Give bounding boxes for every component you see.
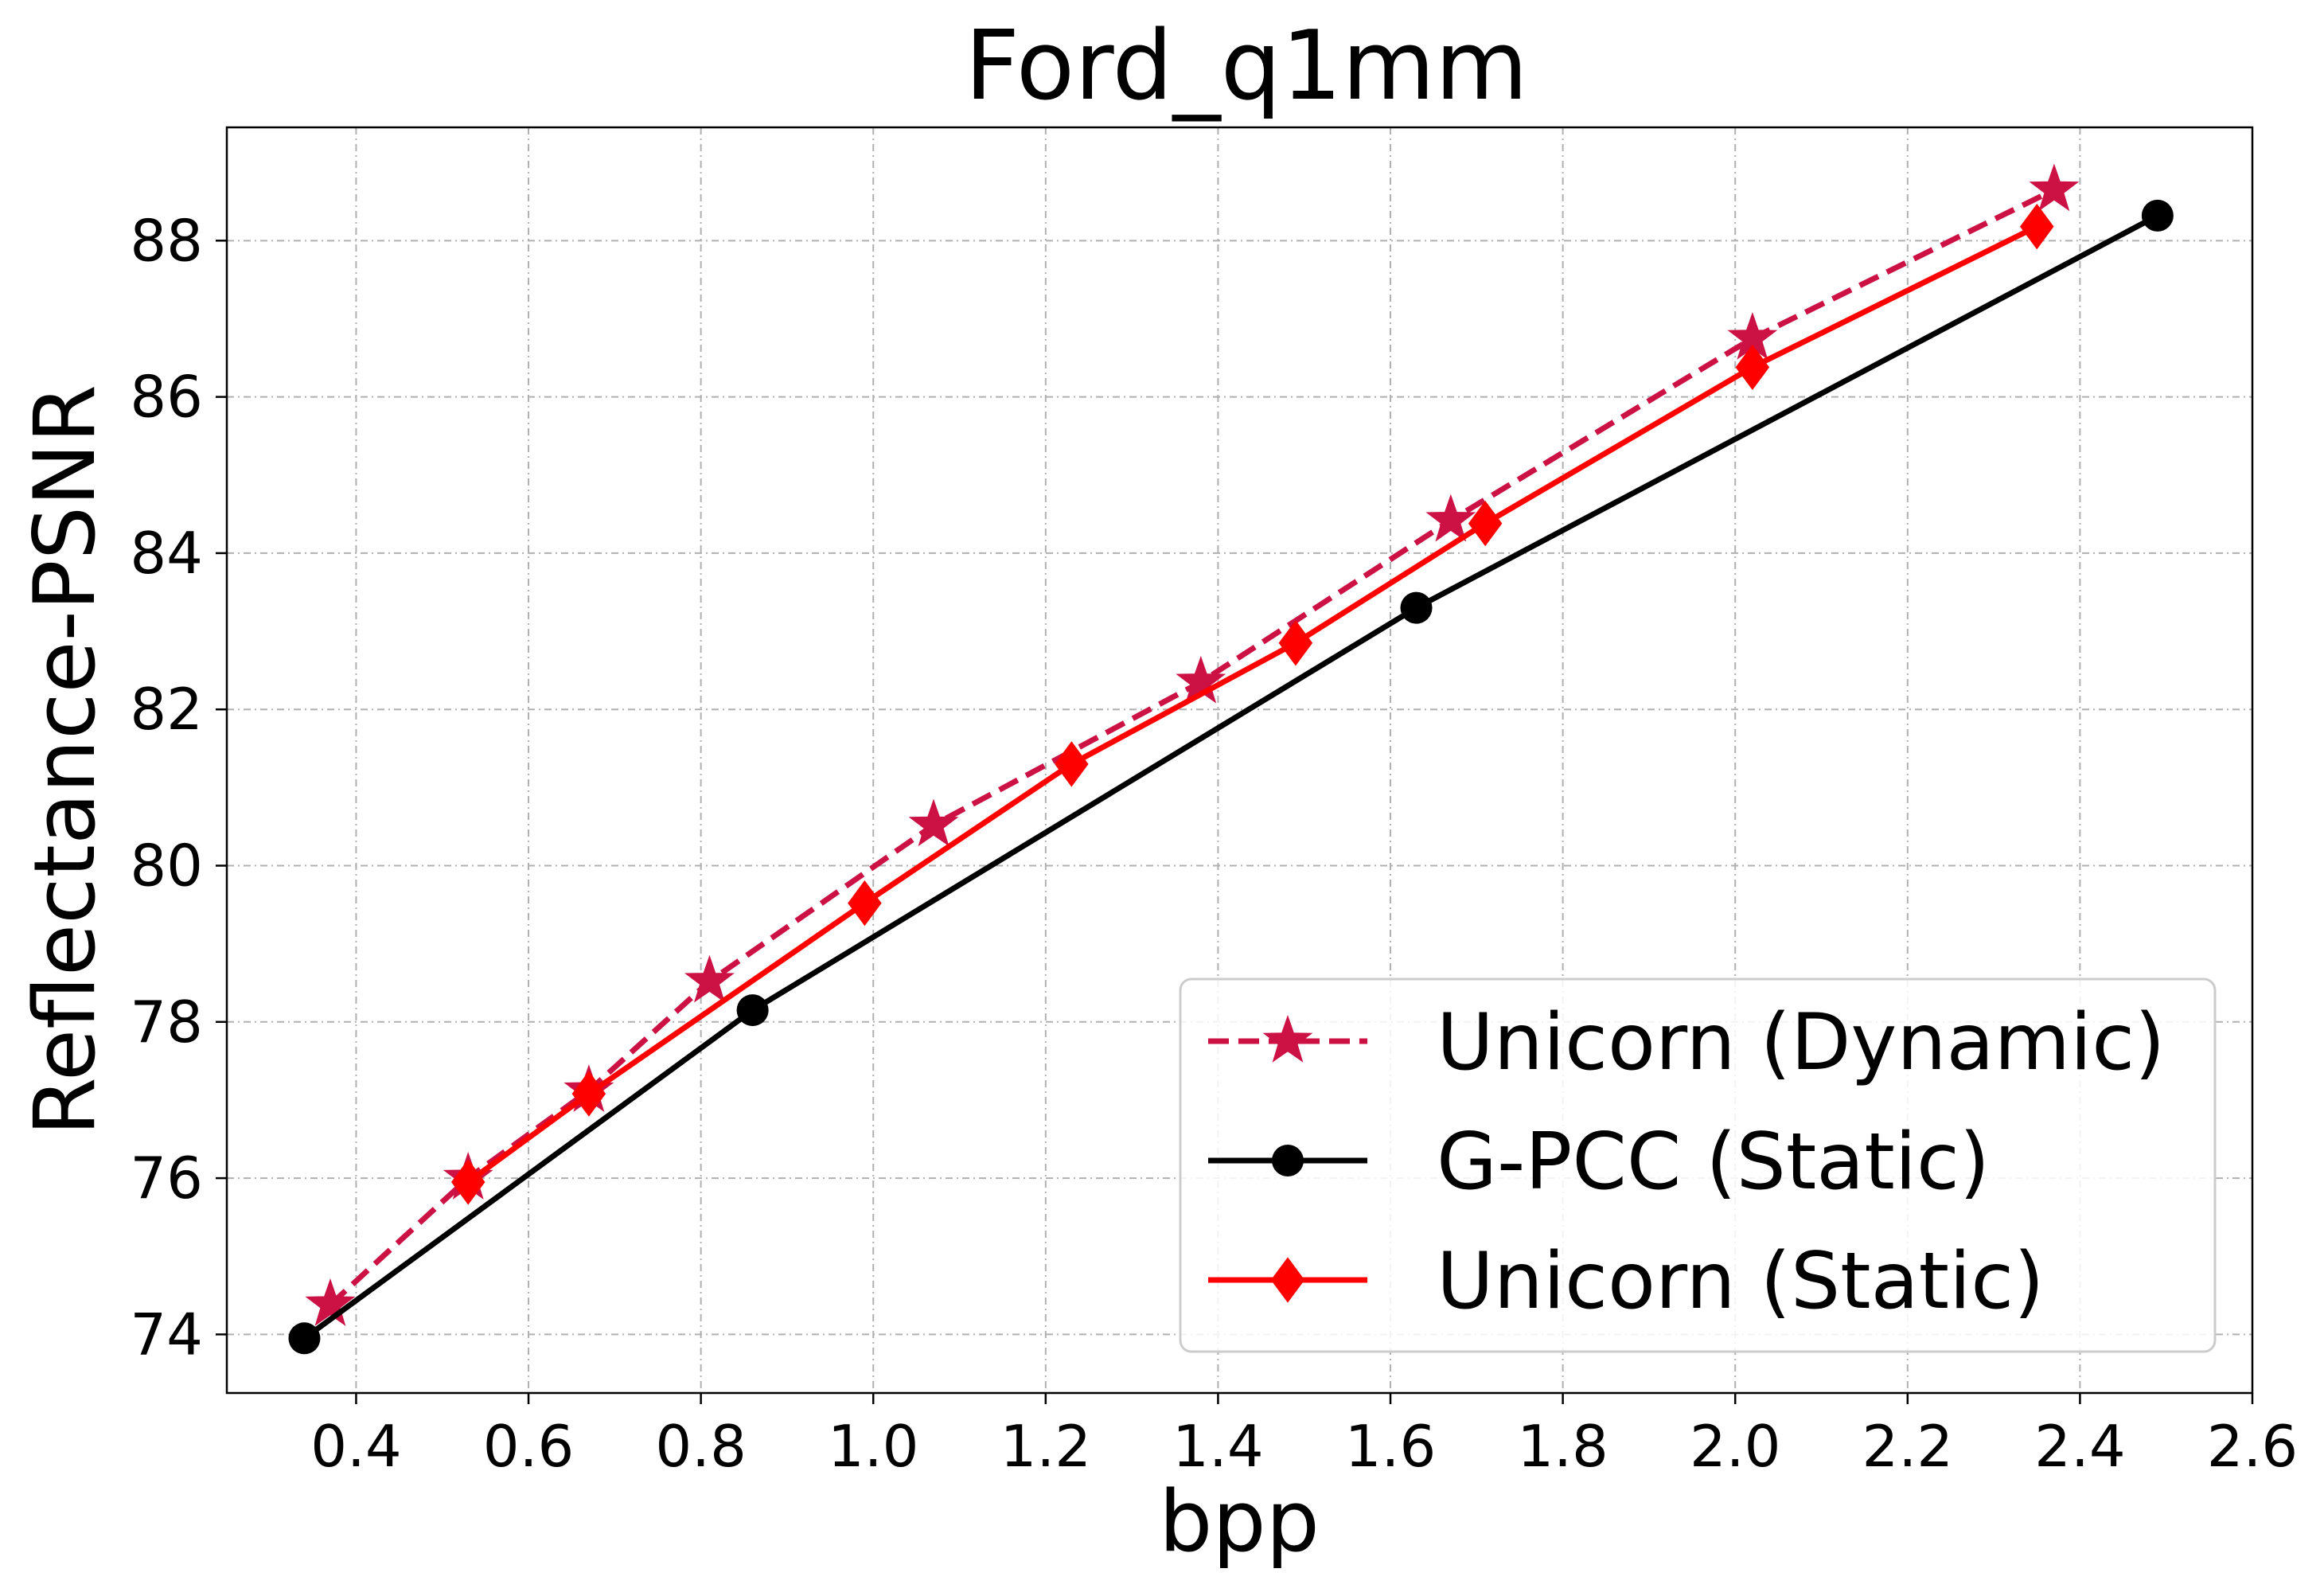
x-tick-label: 2.0: [1690, 1413, 1781, 1480]
x-tick-label: 2.4: [2034, 1413, 2126, 1480]
y-axis-title: Reflectance-PSNR: [16, 384, 114, 1136]
data-point-diamond: [2020, 203, 2054, 250]
legend-marker-diamond: [1270, 1257, 1305, 1303]
legend: Unicorn (Dynamic) G-PCC (Static) Unicorn (…: [1179, 977, 2217, 1353]
legend-entry: Unicorn (Static): [1208, 1236, 2044, 1327]
x-tick-label: 2.6: [2207, 1413, 2299, 1480]
y-tick-label: 76: [130, 1145, 203, 1212]
series-line: [466, 224, 2038, 1184]
axis-ticks: 0.4 0.6 0.8 1.0 1.2 1.4 1.6 1.8 2.0 2.2 2.4 2.6 74 76…: [130, 207, 2298, 1480]
data-point-diamond: [1278, 620, 1313, 666]
legend-box: [1179, 977, 2217, 1353]
x-tick-label: 0.8: [655, 1413, 747, 1480]
chart-title: Ford_q1mm: [965, 11, 1528, 122]
y-tick-label: 84: [130, 520, 203, 587]
plot-frame: [225, 126, 2254, 1395]
legend-entry: Unicorn (Dynamic): [1208, 997, 2165, 1088]
data-point-circle: [736, 994, 769, 1027]
x-axis-title: bpp: [1159, 1473, 1320, 1571]
data-point-star: [684, 954, 735, 1003]
legend-label: G-PCC (Static): [1437, 1117, 1990, 1208]
y-tick-label: 78: [130, 989, 203, 1055]
x-tick-label: 1.2: [1000, 1413, 1092, 1480]
data-point-diamond: [571, 1071, 606, 1117]
y-tick-label: 80: [130, 833, 203, 899]
data-point-circle: [2141, 199, 2174, 232]
data-point-circle: [1400, 591, 1433, 624]
legend-label: Unicorn (Static): [1437, 1236, 2044, 1327]
y-tick-label: 86: [130, 364, 203, 431]
y-tick-label: 88: [130, 207, 203, 274]
y-tick-label: 82: [130, 676, 203, 743]
legend-label: Unicorn (Dynamic): [1437, 997, 2165, 1088]
x-tick-label: 0.4: [310, 1413, 402, 1480]
data-point-star: [2029, 163, 2080, 212]
data-point-diamond: [1735, 344, 1770, 390]
legend-marker-circle: [1272, 1145, 1304, 1176]
data-point-star: [908, 798, 959, 847]
x-tick-label: 1.6: [1345, 1413, 1437, 1480]
series-2: [450, 203, 2054, 1205]
legend-marker-star: [1262, 1014, 1313, 1063]
data-point-diamond: [1055, 741, 1089, 787]
x-tick-label: 1.8: [1517, 1413, 1608, 1480]
data-point-diamond: [848, 880, 882, 927]
data-point-diamond: [450, 1159, 485, 1205]
x-tick-label: 2.2: [1862, 1413, 1954, 1480]
legend-entry: G-PCC (Static): [1208, 1117, 1990, 1208]
series-line: [302, 213, 2159, 1341]
data-point-circle: [288, 1322, 321, 1355]
x-tick-label: 1.4: [1172, 1413, 1264, 1480]
data-point-star: [305, 1278, 356, 1326]
legend-entries: Unicorn (Dynamic) G-PCC (Static) Unicorn (…: [1208, 997, 2165, 1327]
x-tick-label: 1.0: [828, 1413, 919, 1480]
data-point-star: [1425, 494, 1476, 542]
data-point-diamond: [1468, 500, 1503, 547]
y-tick-label: 74: [130, 1301, 203, 1368]
x-tick-label: 0.6: [483, 1413, 575, 1480]
series-1: [288, 199, 2174, 1355]
plot-series: [288, 163, 2174, 1355]
